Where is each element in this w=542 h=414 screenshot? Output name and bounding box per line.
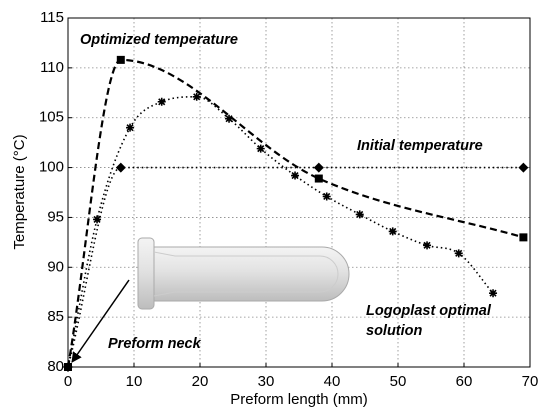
preform-illustration — [138, 238, 349, 309]
annotation: Initial temperature — [357, 138, 483, 154]
marker — [117, 56, 125, 64]
marker — [455, 249, 463, 257]
annotation: Logoplast optimal — [366, 303, 492, 319]
marker — [225, 115, 233, 123]
chart: Preform length (mm) Temperature (°C) 0 10… — [0, 0, 542, 414]
series — [64, 56, 527, 371]
marker — [356, 210, 364, 218]
y-tick-label: 105 — [39, 109, 64, 126]
x-tick-label: 0 — [64, 373, 72, 390]
marker — [257, 145, 265, 153]
y-tick-label: 80 — [47, 358, 64, 375]
marker — [389, 227, 397, 235]
marker — [423, 241, 431, 249]
marker — [314, 163, 324, 173]
x-tick-label: 60 — [456, 373, 473, 390]
y-tick-label: 100 — [39, 159, 64, 176]
y-axis-label: Temperature (°C) — [11, 134, 28, 249]
annotation: Optimized temperature — [80, 32, 238, 48]
annotation: Preform neck — [108, 336, 202, 352]
marker — [291, 172, 299, 180]
marker — [323, 192, 331, 200]
marker — [193, 93, 201, 101]
marker — [489, 289, 497, 297]
x-tick-label: 20 — [192, 373, 209, 390]
series-line — [68, 60, 523, 367]
series — [64, 93, 497, 371]
y-tick-label: 95 — [47, 208, 64, 225]
marker — [116, 163, 126, 173]
marker — [158, 98, 166, 106]
y-tick-label: 110 — [40, 59, 64, 76]
marker — [315, 175, 323, 183]
x-tick-label: 40 — [324, 373, 341, 390]
y-tick-label: 85 — [47, 308, 64, 325]
annotation: solution — [366, 323, 423, 339]
y-tick-label: 115 — [40, 9, 64, 26]
marker — [126, 124, 134, 132]
marker — [519, 233, 527, 241]
marker — [518, 163, 528, 173]
x-tick-label: 10 — [126, 373, 143, 390]
x-axis-label: Preform length (mm) — [230, 391, 368, 408]
x-tick-label: 70 — [522, 373, 539, 390]
x-tick-label: 50 — [390, 373, 407, 390]
y-tick-label: 90 — [47, 258, 64, 275]
x-tick-label: 30 — [258, 373, 275, 390]
